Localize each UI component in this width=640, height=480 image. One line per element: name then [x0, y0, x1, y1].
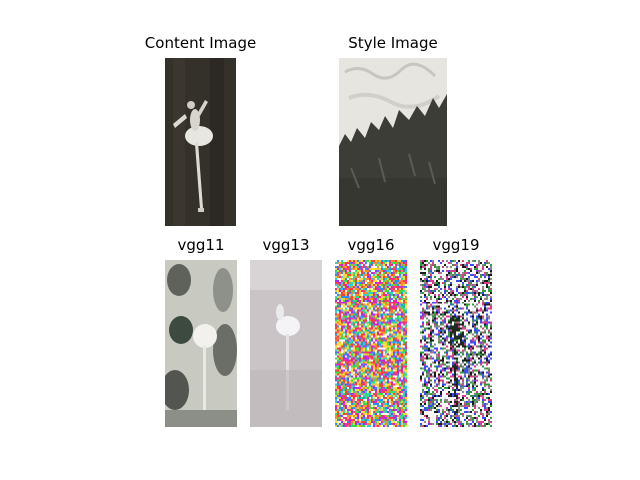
content-image-title: Content Image — [144, 34, 257, 52]
vgg16-title: vgg16 — [347, 236, 395, 254]
vgg19-title: vgg19 — [432, 236, 480, 254]
vgg19-panel: vgg19 — [420, 236, 492, 427]
content-image — [165, 58, 236, 226]
vgg11-title: vgg11 — [177, 236, 225, 254]
vgg19-output-image — [420, 260, 492, 427]
vgg13-panel: vgg13 — [250, 236, 322, 427]
style-image-title: Style Image — [348, 34, 438, 52]
vgg11-output-image — [165, 260, 237, 427]
style-image — [339, 58, 447, 226]
vgg13-title: vgg13 — [262, 236, 310, 254]
content-image-panel: Content Image — [138, 34, 263, 226]
vgg13-output-image — [250, 260, 322, 427]
vgg16-output-image — [335, 260, 407, 427]
vgg11-panel: vgg11 — [165, 236, 237, 427]
style-image-panel: Style Image — [339, 34, 447, 226]
vgg16-panel: vgg16 — [335, 236, 407, 427]
